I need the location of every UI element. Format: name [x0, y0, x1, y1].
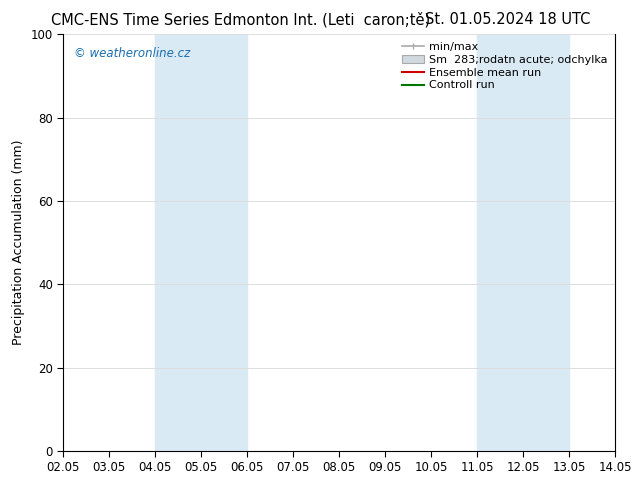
Text: St. 01.05.2024 18 UTC: St. 01.05.2024 18 UTC — [425, 12, 590, 27]
Bar — [477, 34, 569, 451]
Text: © weatheronline.cz: © weatheronline.cz — [74, 47, 191, 60]
Bar — [155, 34, 247, 451]
Y-axis label: Precipitation Accumulation (mm): Precipitation Accumulation (mm) — [12, 140, 25, 345]
Text: CMC-ENS Time Series Edmonton Int. (Leti  caron;tě): CMC-ENS Time Series Edmonton Int. (Leti … — [51, 12, 430, 28]
Legend: min/max, Sm  283;rodatn acute; odchylka, Ensemble mean run, Controll run: min/max, Sm 283;rodatn acute; odchylka, … — [400, 40, 609, 93]
